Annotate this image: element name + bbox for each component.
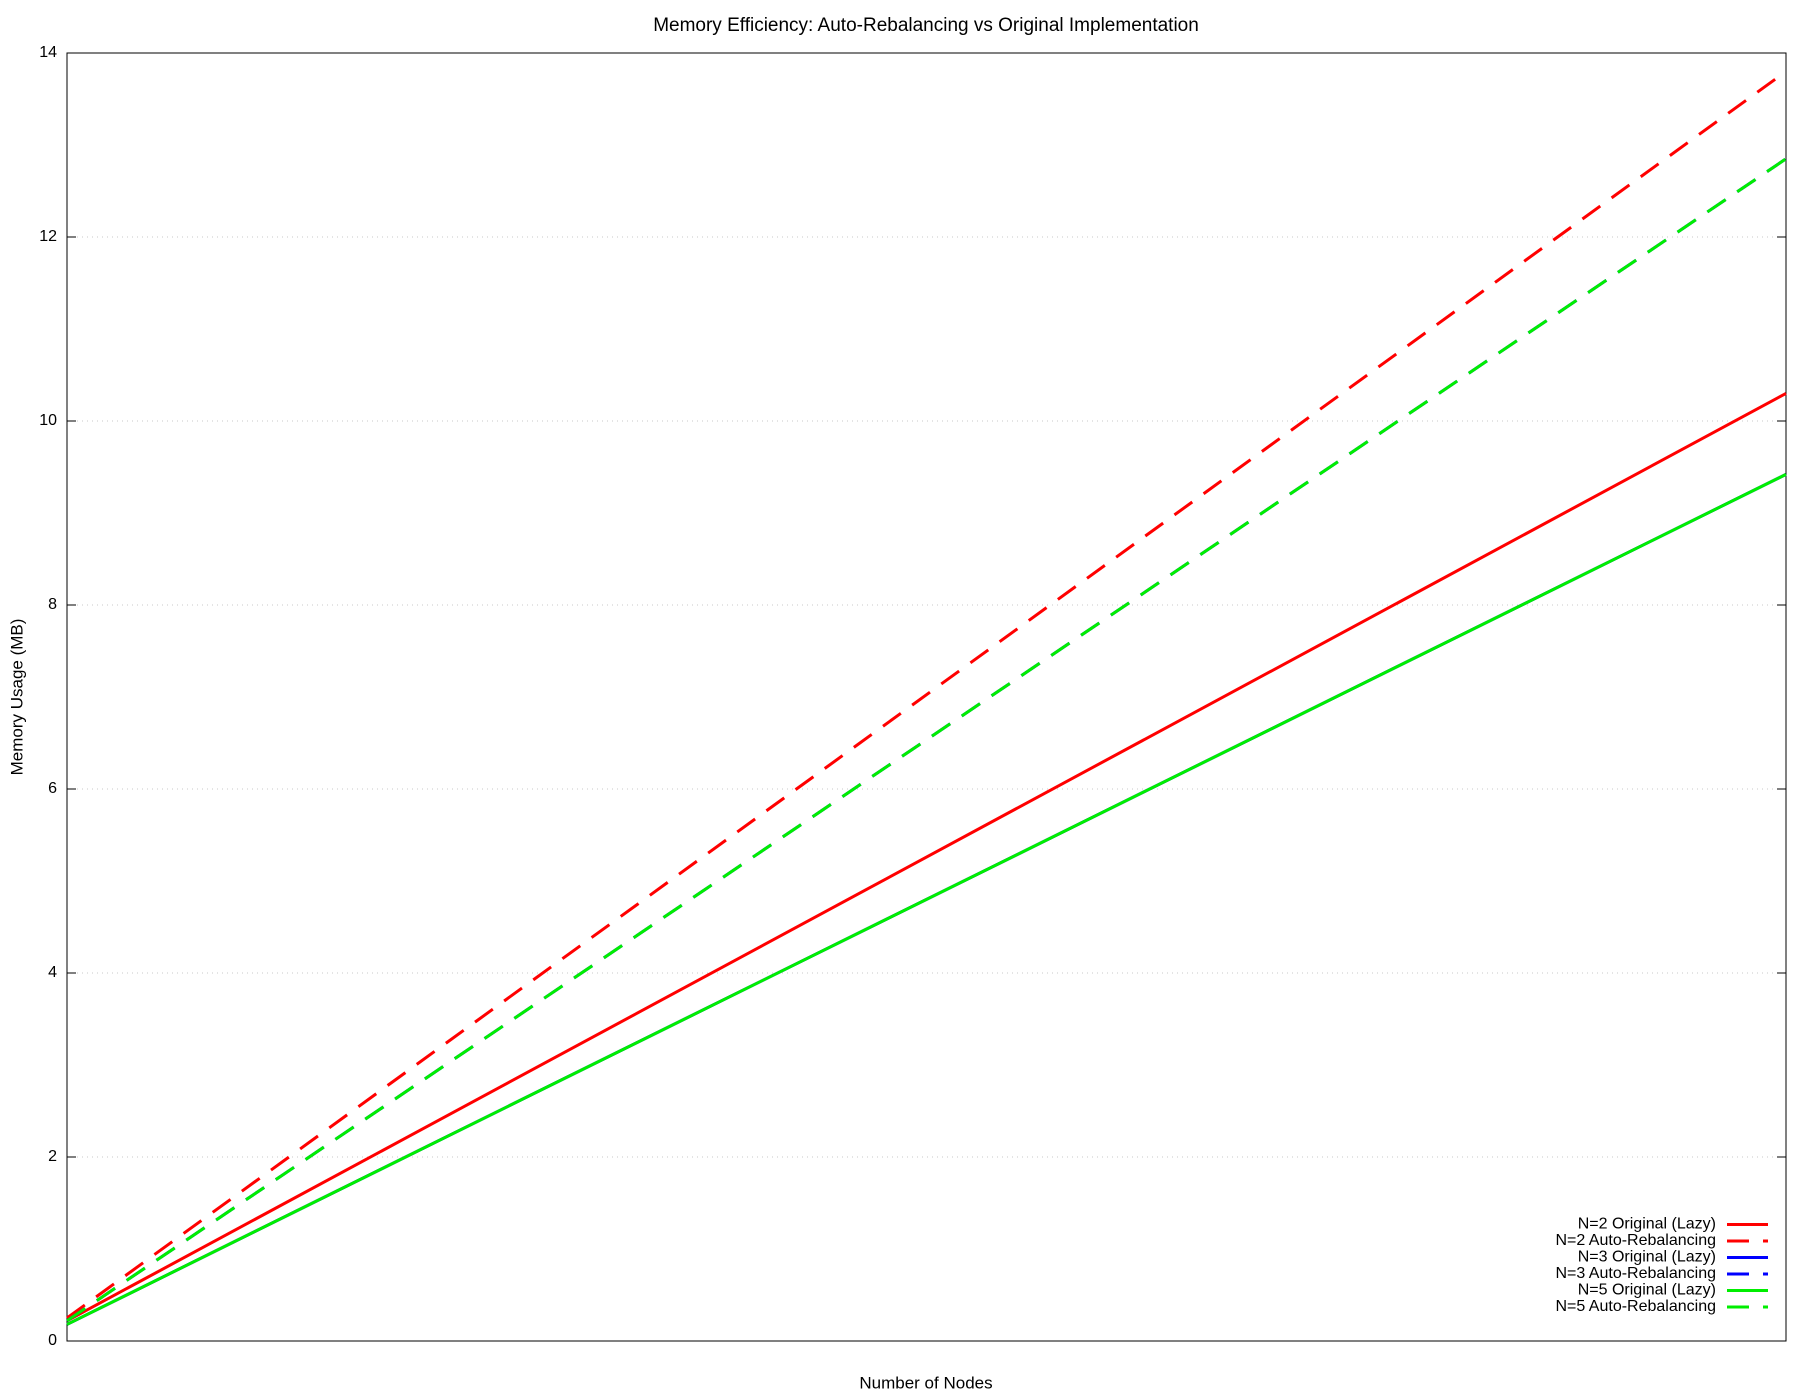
series-line — [66, 473, 1787, 1326]
legend-label: N=5 Original (Lazy) — [1578, 1282, 1716, 1299]
legend-label: N=5 Auto-Rebalancing — [1555, 1298, 1716, 1315]
legend-label: N=2 Auto-Rebalancing — [1555, 1232, 1716, 1249]
y-tick-label: 0 — [48, 1332, 57, 1349]
y-tick-label: 2 — [48, 1148, 57, 1165]
y-tick-label: 10 — [39, 412, 57, 429]
legend-label: N=2 Original (Lazy) — [1578, 1216, 1716, 1233]
series-line — [66, 70, 1787, 1320]
legend-label: N=3 Original (Lazy) — [1578, 1249, 1716, 1266]
chart-title: Memory Efficiency: Auto-Rebalancing vs O… — [653, 15, 1199, 36]
x-axis-title: Number of Nodes — [859, 1373, 992, 1392]
y-axis-title: Memory Usage (MB) — [7, 619, 26, 776]
legend-label: N=3 Auto-Rebalancing — [1555, 1265, 1716, 1282]
series-line — [66, 157, 1787, 1323]
y-tick-label: 4 — [48, 964, 57, 981]
plot-border — [66, 52, 1787, 1342]
series-line — [66, 392, 1787, 1323]
y-tick-label: 8 — [48, 596, 57, 613]
y-tick-label: 12 — [39, 228, 57, 245]
y-tick-label: 6 — [48, 780, 57, 797]
series-line — [66, 157, 1787, 1323]
y-tick-label: 14 — [39, 44, 57, 61]
